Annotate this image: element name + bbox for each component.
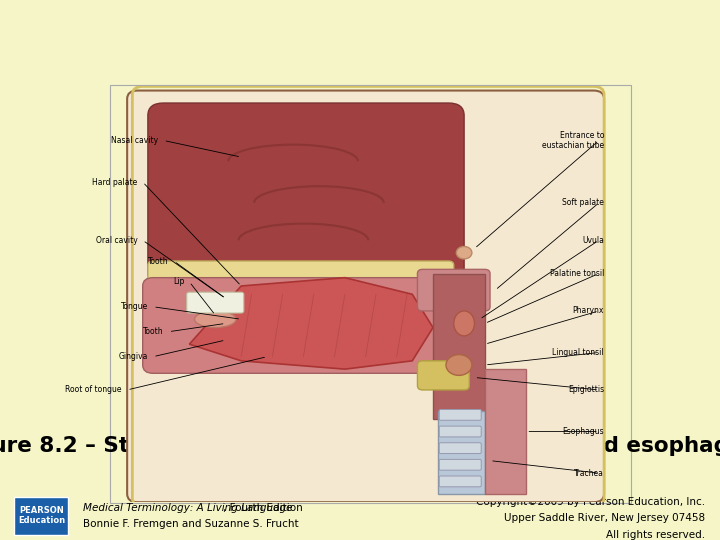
Text: All rights reserved.: All rights reserved. xyxy=(606,530,706,539)
Polygon shape xyxy=(438,411,485,494)
FancyBboxPatch shape xyxy=(439,426,481,437)
Text: Palatine tonsil: Palatine tonsil xyxy=(549,269,604,278)
Text: Epiglottis: Epiglottis xyxy=(568,386,604,394)
FancyBboxPatch shape xyxy=(127,91,604,502)
FancyBboxPatch shape xyxy=(148,261,454,299)
FancyBboxPatch shape xyxy=(148,103,464,286)
FancyBboxPatch shape xyxy=(439,460,481,470)
Text: Oral cavity: Oral cavity xyxy=(96,236,138,245)
Text: PEARSON
Education: PEARSON Education xyxy=(18,506,65,525)
Text: Lingual tonsil: Lingual tonsil xyxy=(552,348,604,357)
Text: Medical Terminology: A Living Language: Medical Terminology: A Living Language xyxy=(83,503,292,512)
FancyBboxPatch shape xyxy=(418,361,469,390)
Polygon shape xyxy=(189,278,433,369)
FancyBboxPatch shape xyxy=(439,409,481,420)
Circle shape xyxy=(446,355,472,375)
Text: Tooth: Tooth xyxy=(143,327,163,336)
Polygon shape xyxy=(485,369,526,494)
FancyBboxPatch shape xyxy=(14,497,68,535)
Text: Soft palate: Soft palate xyxy=(562,198,604,207)
Text: Hard palate: Hard palate xyxy=(92,178,138,186)
Text: Bonnie F. Fremgen and Suzanne S. Frucht: Bonnie F. Fremgen and Suzanne S. Frucht xyxy=(83,519,298,529)
FancyBboxPatch shape xyxy=(186,292,244,313)
Text: Uvula: Uvula xyxy=(582,236,604,245)
Ellipse shape xyxy=(454,311,474,336)
Text: , Fourth Edition: , Fourth Edition xyxy=(223,503,303,512)
Text: Root of tongue: Root of tongue xyxy=(66,386,122,394)
Circle shape xyxy=(446,309,472,329)
Text: Figure 8.2 – Structures of the oral cavity, pharynx, and esophagus.: Figure 8.2 – Structures of the oral cavi… xyxy=(0,435,720,456)
FancyBboxPatch shape xyxy=(439,476,481,487)
Text: Lip: Lip xyxy=(173,278,184,286)
Text: Copyright©2009 by Pearson Education, Inc.: Copyright©2009 by Pearson Education, Inc… xyxy=(477,497,706,507)
Ellipse shape xyxy=(194,311,236,328)
Circle shape xyxy=(456,246,472,259)
Text: Tooth: Tooth xyxy=(148,256,168,266)
Polygon shape xyxy=(433,273,485,419)
FancyBboxPatch shape xyxy=(418,269,490,311)
Text: Gingiva: Gingiva xyxy=(119,352,148,361)
Text: Upper Saddle River, New Jersey 07458: Upper Saddle River, New Jersey 07458 xyxy=(505,514,706,523)
Text: Pharynx: Pharynx xyxy=(572,306,604,315)
Text: Esophagus: Esophagus xyxy=(562,427,604,436)
FancyBboxPatch shape xyxy=(439,443,481,454)
Text: Trachea: Trachea xyxy=(575,469,604,477)
FancyBboxPatch shape xyxy=(143,278,459,373)
Text: Tongue: Tongue xyxy=(121,302,148,311)
Text: Entrance to
eustachian tube: Entrance to eustachian tube xyxy=(542,131,604,150)
Text: Nasal cavity: Nasal cavity xyxy=(111,136,158,145)
